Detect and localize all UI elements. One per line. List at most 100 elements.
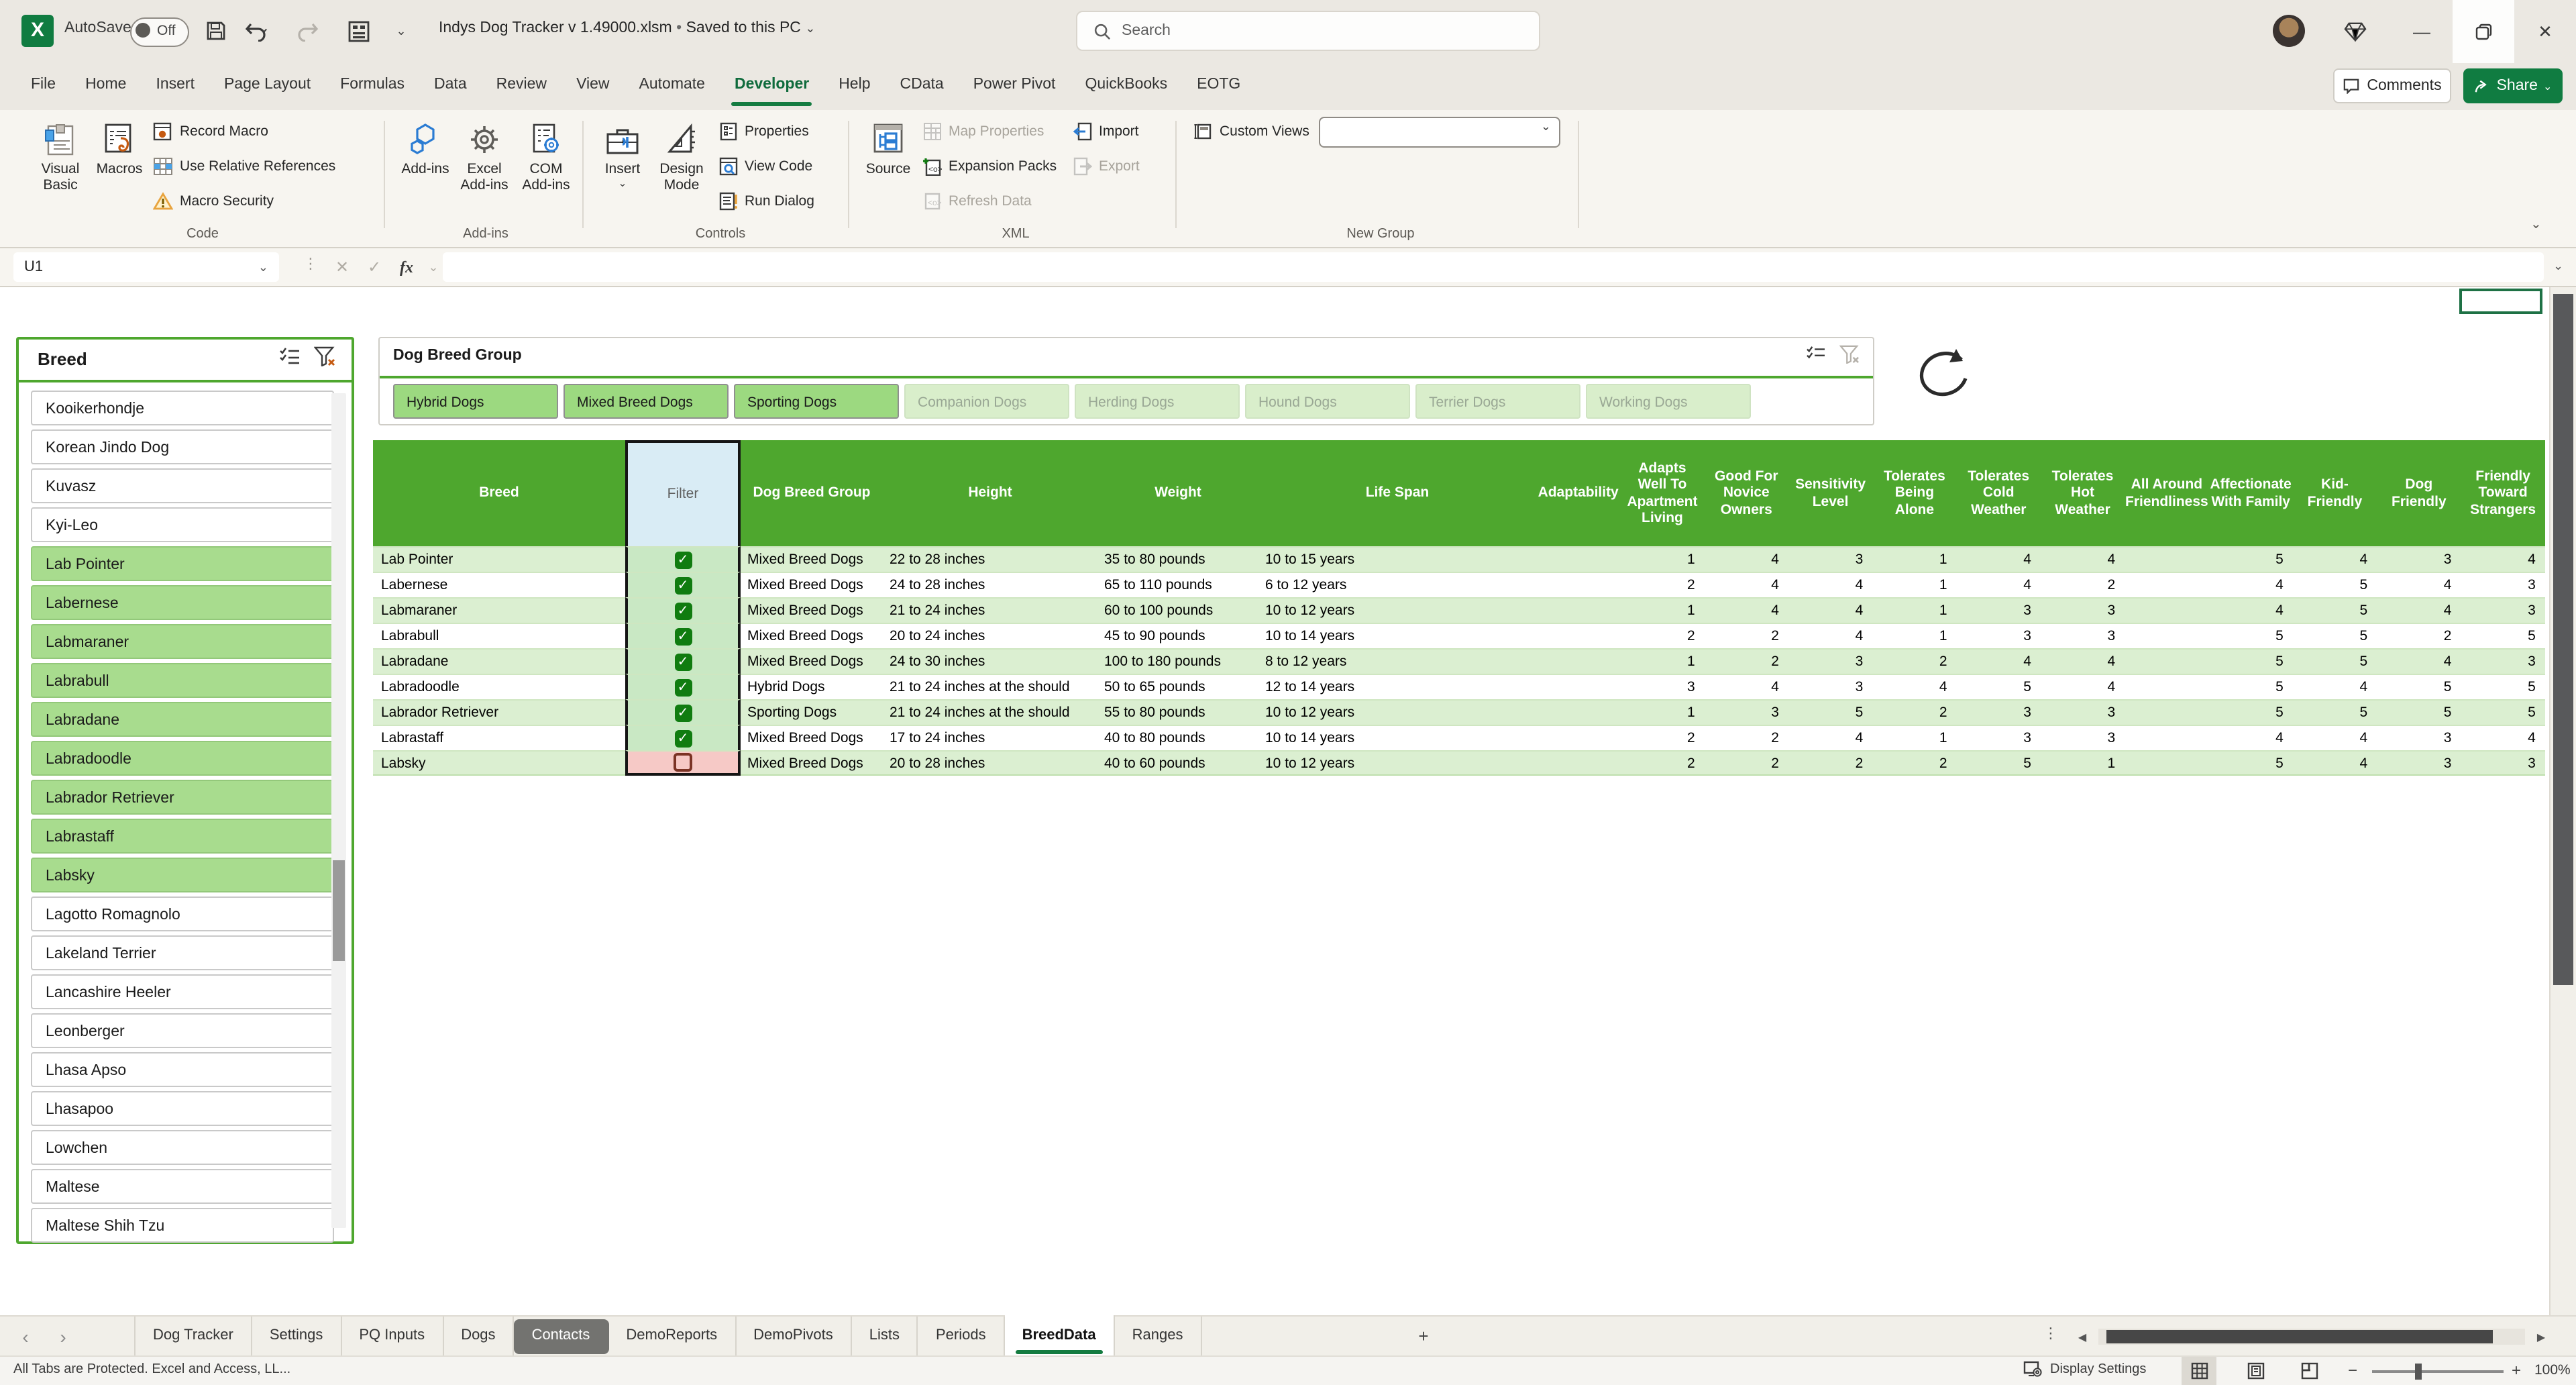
- column-header[interactable]: Tolerates Cold Weather: [1956, 440, 2041, 546]
- cell-weight[interactable]: 55 to 80 pounds: [1097, 699, 1258, 725]
- cell-rating[interactable]: 3: [1620, 674, 1705, 699]
- slicer-button[interactable]: Companion Dogs: [904, 384, 1069, 419]
- cell-rating[interactable]: 3: [2040, 725, 2125, 750]
- sheet-nav-next-icon[interactable]: ›: [60, 1326, 66, 1347]
- cell-rating[interactable]: 2: [2377, 623, 2461, 648]
- cell-filter[interactable]: ✓: [625, 674, 741, 699]
- view-code-button[interactable]: View Code: [719, 149, 814, 184]
- ribbon-tab-page-layout[interactable]: Page Layout: [223, 76, 311, 93]
- zoom-slider-thumb[interactable]: [2415, 1364, 2422, 1380]
- slicer-item[interactable]: Kooikerhondje: [31, 391, 334, 425]
- cell-weight[interactable]: 50 to 65 pounds: [1097, 674, 1258, 699]
- column-header[interactable]: Weight: [1097, 440, 1258, 546]
- cell-rating[interactable]: 4: [1956, 546, 2041, 572]
- cell-rating[interactable]: 4: [2461, 725, 2545, 750]
- vertical-scrollbar[interactable]: [2549, 287, 2576, 1315]
- ribbon-tab-help[interactable]: Help: [839, 76, 871, 93]
- cell-group[interactable]: Mixed Breed Dogs: [741, 648, 883, 674]
- run-dialog-button[interactable]: Run Dialog: [719, 184, 814, 219]
- add-sheet-button[interactable]: +: [1418, 1326, 1429, 1346]
- cell-rating[interactable]: 4: [1704, 674, 1788, 699]
- cell-rating[interactable]: 5: [2461, 674, 2545, 699]
- cell-rating[interactable]: 3: [2461, 572, 2545, 597]
- cell-rating[interactable]: 5: [2377, 699, 2461, 725]
- cell-rating[interactable]: 5: [1956, 750, 2041, 776]
- cell-rating[interactable]: 4: [2377, 572, 2461, 597]
- cell-life-span[interactable]: 10 to 14 years: [1258, 623, 1536, 648]
- cell-rating[interactable]: [2125, 750, 2209, 776]
- cell-breed[interactable]: Labradane: [373, 648, 625, 674]
- slicer-button[interactable]: Hybrid Dogs: [393, 384, 558, 419]
- insert-dropdown-chevron-icon[interactable]: ⌄: [618, 177, 627, 189]
- cell-rating[interactable]: 1: [1620, 597, 1705, 623]
- clear-filter-icon[interactable]: [314, 346, 335, 366]
- qat-customize-chevron-icon[interactable]: ⌄: [396, 23, 407, 37]
- cell-rating[interactable]: 2: [1704, 750, 1788, 776]
- cell-rating[interactable]: 4: [2208, 572, 2293, 597]
- restore-button[interactable]: [2453, 0, 2514, 63]
- ribbon-tab-quickbooks[interactable]: QuickBooks: [1085, 76, 1168, 93]
- cell-life-span[interactable]: 10 to 14 years: [1258, 725, 1536, 750]
- cell-rating[interactable]: 4: [1788, 572, 1873, 597]
- cell-breed[interactable]: Labradoodle: [373, 674, 625, 699]
- cell-rating[interactable]: 4: [2040, 674, 2125, 699]
- cell-rating[interactable]: 2: [1704, 648, 1788, 674]
- cell-rating[interactable]: 4: [1788, 725, 1873, 750]
- touch-mouse-mode-button[interactable]: [343, 16, 373, 46]
- cell-rating[interactable]: 2: [1620, 623, 1705, 648]
- cell-filter[interactable]: ✓: [625, 623, 741, 648]
- slicer-item[interactable]: Labrador Retriever: [31, 780, 334, 815]
- com-addins-button[interactable]: COM Add-ins: [515, 117, 577, 193]
- checkbox-checked-icon[interactable]: ✓: [674, 627, 692, 645]
- cell-filter[interactable]: ✓: [625, 699, 741, 725]
- record-macro-button[interactable]: Record Macro: [153, 114, 335, 149]
- cell-group[interactable]: Mixed Breed Dogs: [741, 572, 883, 597]
- sheet-nav-prev-icon[interactable]: ‹: [22, 1326, 29, 1347]
- column-header[interactable]: All Around Friendliness: [2125, 440, 2209, 546]
- scrollbar-thumb[interactable]: [2553, 294, 2573, 985]
- zoom-level[interactable]: 100%: [2534, 1362, 2571, 1378]
- ribbon-tab-automate[interactable]: Automate: [639, 76, 705, 93]
- sheet-tab-dog-tracker[interactable]: Dog Tracker: [134, 1317, 252, 1357]
- cell-rating[interactable]: [2125, 648, 2209, 674]
- cell-group[interactable]: Hybrid Dogs: [741, 674, 883, 699]
- confirm-entry-button[interactable]: ✓: [367, 258, 382, 276]
- cell-rating[interactable]: 1: [1620, 546, 1705, 572]
- cell-rating[interactable]: 5: [2292, 597, 2377, 623]
- cell-rating[interactable]: 5: [2208, 623, 2293, 648]
- checkbox-checked-icon[interactable]: ✓: [674, 704, 692, 721]
- column-header[interactable]: Height: [883, 440, 1097, 546]
- cell-rating[interactable]: 3: [2040, 699, 2125, 725]
- scrollbar-thumb[interactable]: [333, 860, 345, 961]
- cell-group[interactable]: Mixed Breed Dogs: [741, 623, 883, 648]
- slicer-button[interactable]: Hound Dogs: [1245, 384, 1410, 419]
- column-header[interactable]: Dog Breed Group: [741, 440, 883, 546]
- addins-button[interactable]: Add-ins: [394, 117, 456, 177]
- cell-rating[interactable]: 2: [1704, 623, 1788, 648]
- save-button[interactable]: [201, 16, 231, 46]
- close-button[interactable]: ✕: [2538, 21, 2553, 41]
- slicer-item[interactable]: Lancashire Heeler: [31, 974, 334, 1009]
- cell-rating[interactable]: [1536, 572, 1621, 597]
- cell-breed[interactable]: Labrastaff: [373, 725, 625, 750]
- cell-rating[interactable]: 5: [2208, 674, 2293, 699]
- cell-rating[interactable]: 5: [2208, 699, 2293, 725]
- breed-slicer-scrollbar[interactable]: [331, 393, 346, 1228]
- insert-control-button[interactable]: Insert ⌄: [596, 117, 649, 189]
- ribbon-tab-insert[interactable]: Insert: [156, 76, 195, 93]
- cell-rating[interactable]: 1: [1872, 572, 1957, 597]
- sheet-tab-lists[interactable]: Lists: [852, 1317, 918, 1357]
- cell-rating[interactable]: 3: [2040, 597, 2125, 623]
- cell-breed[interactable]: Labmaraner: [373, 597, 625, 623]
- slicer-item[interactable]: Labradoodle: [31, 741, 334, 776]
- cell-rating[interactable]: 2: [2040, 572, 2125, 597]
- account-avatar[interactable]: [2273, 15, 2305, 47]
- checkbox-checked-icon[interactable]: ✓: [674, 653, 692, 670]
- multi-select-icon[interactable]: [279, 346, 301, 366]
- multi-select-icon[interactable]: [1806, 345, 1826, 364]
- design-mode-button[interactable]: Design Mode: [652, 117, 711, 193]
- cell-height[interactable]: 24 to 30 inches: [883, 648, 1097, 674]
- column-header[interactable]: Tolerates Being Alone: [1872, 440, 1957, 546]
- ribbon-tab-formulas[interactable]: Formulas: [340, 76, 405, 93]
- cell-rating[interactable]: 5: [2208, 750, 2293, 776]
